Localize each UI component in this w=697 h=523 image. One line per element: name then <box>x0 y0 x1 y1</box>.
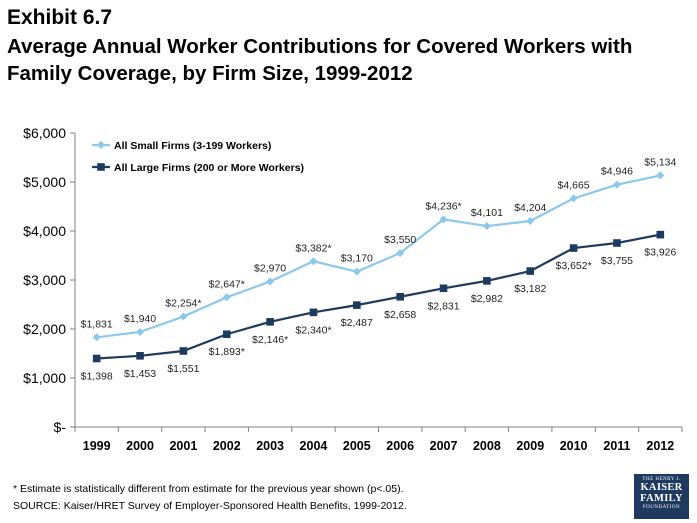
data-point-small-firms <box>179 312 188 321</box>
data-point-large-firms <box>569 244 578 252</box>
data-label-large-firms: $1,453 <box>124 368 156 380</box>
data-point-large-firms <box>656 230 665 239</box>
data-point-large-firms <box>439 284 448 293</box>
data-point-large-firms <box>179 347 188 355</box>
data-point-small-firms <box>482 222 491 231</box>
x-tick-label: 2002 <box>213 439 241 453</box>
x-tick-label: 2009 <box>516 439 544 453</box>
data-label-large-firms: $2,340* <box>295 324 331 336</box>
exhibit-number: Exhibit 6.7 <box>7 6 113 29</box>
data-point-small-firms <box>612 180 621 189</box>
y-tick-label: $3,000 <box>23 272 66 288</box>
data-label-small-firms: $3,550 <box>384 234 416 246</box>
data-label-small-firms: $2,970 <box>254 262 286 274</box>
data-label-large-firms: $2,831 <box>427 300 459 312</box>
data-label-large-firms: $3,755 <box>601 255 633 267</box>
kff-logo: THE HENRY J. KAISER FAMILY FOUNDATION <box>634 474 689 519</box>
data-label-small-firms: $1,831 <box>81 318 113 330</box>
data-point-large-firms <box>613 239 621 247</box>
data-label-small-firms: $4,101 <box>471 207 503 219</box>
data-label-large-firms: $2,982 <box>471 293 503 305</box>
y-tick-label: $- <box>54 419 67 435</box>
data-label-small-firms: $1,940 <box>124 313 156 325</box>
x-tick-label: 2000 <box>126 439 154 453</box>
data-point-small-firms <box>352 267 361 276</box>
data-point-small-firms <box>656 171 665 180</box>
data-label-large-firms: $3,652* <box>556 260 592 272</box>
data-label-small-firms: $2,647* <box>209 278 245 290</box>
data-point-small-firms <box>396 249 405 258</box>
data-point-large-firms <box>483 277 491 285</box>
footnote: * Estimate is statistically different fr… <box>13 483 404 495</box>
logo-line-4: FOUNDATION <box>642 505 681 510</box>
data-label-small-firms: $4,236* <box>425 200 461 212</box>
x-tick-label: 2001 <box>169 439 197 453</box>
data-point-large-firms <box>396 292 404 301</box>
logo-line-1: THE HENRY J. <box>642 477 681 482</box>
data-point-small-firms <box>309 257 318 266</box>
data-point-small-firms <box>136 327 145 336</box>
data-point-large-firms <box>136 352 144 360</box>
data-point-large-firms <box>309 308 318 317</box>
data-label-small-firms: $3,382* <box>295 242 331 254</box>
y-tick-label: $1,000 <box>23 370 66 386</box>
data-point-large-firms <box>353 301 361 309</box>
x-tick-label: 2006 <box>386 439 414 453</box>
data-label-large-firms: $2,487 <box>341 317 373 329</box>
data-point-small-firms <box>569 194 578 203</box>
x-tick-label: 2003 <box>256 439 284 453</box>
y-tick-label: $6,000 <box>23 125 66 141</box>
x-tick-label: 2004 <box>300 439 328 453</box>
data-label-large-firms: $3,926 <box>644 247 676 259</box>
data-label-large-firms: $2,658 <box>384 309 416 321</box>
data-label-small-firms: $4,204 <box>514 202 546 214</box>
series-line-large-firms <box>96 233 661 360</box>
data-point-large-firms <box>526 267 535 275</box>
data-point-large-firms <box>92 354 101 363</box>
x-tick-label: 2005 <box>343 439 371 453</box>
x-tick-label: 2012 <box>646 439 674 453</box>
data-point-small-firms <box>222 293 231 302</box>
legend-label: All Small Firms (3-199 Workers) <box>114 140 271 152</box>
source-note: SOURCE: Kaiser/HRET Survey of Employer-S… <box>13 500 407 512</box>
logo-line-3: FAMILY <box>640 493 683 504</box>
logo-line-2: KAISER <box>640 482 683 493</box>
data-label-small-firms: $3,170 <box>341 253 373 265</box>
x-tick-label: 2008 <box>473 439 501 453</box>
data-label-large-firms: $3,182 <box>514 283 546 295</box>
data-point-small-firms <box>439 215 448 224</box>
legend-marker-large-firms <box>97 163 105 171</box>
y-tick-label: $4,000 <box>23 223 66 239</box>
chart-title: Average Annual Worker Contributions for … <box>7 35 633 85</box>
data-label-large-firms: $1,551 <box>167 363 199 375</box>
data-label-large-firms: $1,893* <box>209 346 245 358</box>
data-label-large-firms: $1,398 <box>81 370 113 382</box>
series-line-small-firms <box>96 174 661 339</box>
x-tick-label: 2007 <box>430 439 458 453</box>
legend-marker-small-firms <box>97 141 105 149</box>
data-label-large-firms: $2,146* <box>252 334 288 346</box>
data-label-small-firms: $2,254* <box>165 298 201 310</box>
x-tick-label: 2011 <box>603 439 630 453</box>
data-point-large-firms <box>266 318 274 326</box>
x-tick-label: 2010 <box>560 439 588 453</box>
data-point-small-firms <box>526 217 535 226</box>
y-tick-label: $2,000 <box>23 321 66 337</box>
legend-label: All Large Firms (200 or More Workers) <box>114 162 304 174</box>
data-point-small-firms <box>266 277 275 286</box>
data-point-small-firms <box>92 333 101 342</box>
data-point-large-firms <box>222 330 231 339</box>
data-label-small-firms: $4,946 <box>601 166 633 178</box>
data-label-small-firms: $5,134 <box>644 156 676 168</box>
data-label-small-firms: $4,665 <box>558 179 590 191</box>
x-tick-label: 1999 <box>83 439 111 453</box>
y-tick-label: $5,000 <box>23 174 66 190</box>
